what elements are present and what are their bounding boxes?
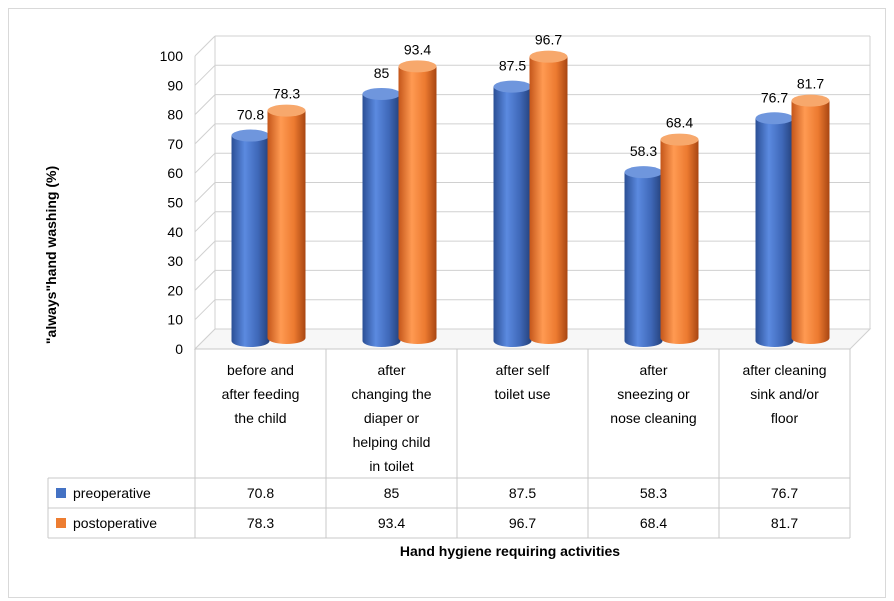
data-label: 93.4: [404, 41, 431, 57]
bar-body: [493, 86, 532, 347]
bar-preoperative: [362, 87, 401, 347]
gridline-side: [194, 64, 216, 86]
x-tick-label: after: [377, 362, 405, 378]
bar-body: [267, 110, 306, 345]
bar-top: [529, 50, 568, 63]
table-value: 58.3: [640, 485, 667, 501]
y-axis-title: "always"hand washing (%): [43, 166, 59, 344]
x-tick-label: after self: [496, 362, 550, 378]
bars: [231, 50, 830, 347]
bar-preoperative: [624, 166, 663, 347]
x-axis-title: Hand hygiene requiring activities: [400, 543, 620, 559]
x-tick-label: nose cleaning: [610, 410, 696, 426]
bar-body: [755, 118, 794, 347]
table-value: 93.4: [378, 515, 405, 531]
x-tick-label: after feeding: [222, 386, 300, 402]
bar-postoperative: [529, 50, 568, 344]
legend-swatch: [56, 488, 66, 498]
bar-postoperative: [267, 104, 306, 345]
table-value: 68.4: [640, 515, 667, 531]
gridline-side: [194, 152, 216, 174]
bar-body: [624, 172, 663, 347]
data-label: 81.7: [797, 76, 824, 92]
x-tick-label: sneezing or: [617, 386, 690, 402]
x-tick-label: after: [639, 362, 667, 378]
y-tick-label: 20: [167, 282, 183, 298]
x-tick-label: toilet use: [494, 386, 550, 402]
table-value: 96.7: [509, 515, 536, 531]
bar-preoperative: [493, 80, 532, 347]
bar-top: [398, 60, 437, 73]
y-tick-label: 0: [175, 341, 183, 357]
bar-top: [362, 87, 401, 100]
y-tick-label: 50: [167, 195, 183, 211]
gridline-side: [194, 94, 216, 115]
legend-label: postoperative: [73, 515, 157, 531]
x-tick-label: helping child: [353, 434, 431, 450]
data-label: 85: [374, 65, 390, 81]
y-tick-label: 80: [167, 107, 183, 123]
bar-top: [755, 112, 794, 125]
gridline-side: [194, 270, 216, 291]
y-tick-label: 100: [160, 48, 184, 64]
gridline-side: [194, 211, 216, 233]
y-tick-label: 30: [167, 253, 183, 269]
gridline-side: [194, 123, 216, 145]
y-tick-label: 10: [167, 312, 183, 328]
gridline-side: [194, 240, 216, 262]
bar-top: [660, 133, 699, 146]
bar-body: [791, 100, 830, 344]
y-axis-ticks: 0 10 20 30 40 50 60 70 80 90 100: [160, 48, 184, 357]
data-label: 78.3: [273, 86, 300, 102]
legend-label: preoperative: [73, 485, 151, 501]
bar-preoperative: [755, 112, 794, 347]
bar-top: [624, 166, 663, 179]
x-tick-label: changing the: [351, 386, 431, 402]
x-tick-label: diaper or: [364, 410, 420, 426]
table-value: 85: [384, 485, 400, 501]
data-label: 96.7: [535, 32, 562, 48]
data-table: before and after feeding the child after cha…: [47, 348, 851, 539]
bar-body: [398, 66, 437, 344]
y-tick-label: 90: [167, 77, 183, 93]
table-value: 87.5: [509, 485, 536, 501]
data-label: 58.3: [630, 143, 657, 159]
x-tick-label: sink and/or: [750, 386, 819, 402]
bar-body: [660, 139, 699, 344]
bar-body: [529, 56, 568, 344]
data-label: 68.4: [666, 115, 693, 131]
data-label: 70.8: [237, 107, 264, 123]
y-tick-label: 60: [167, 165, 183, 181]
gridline-side: [194, 299, 216, 321]
data-label: 76.7: [761, 89, 788, 105]
legend-swatch: [56, 518, 66, 528]
table-value: 70.8: [247, 485, 274, 501]
gridline-side: [194, 182, 216, 203]
chart-frame: [8, 8, 886, 598]
gridline-side: [194, 35, 216, 57]
table-value: 78.3: [247, 515, 274, 531]
bar-postoperative: [660, 133, 699, 344]
x-tick-label: after cleaning: [742, 362, 826, 378]
x-tick-label: floor: [771, 410, 799, 426]
table-value: 81.7: [771, 515, 798, 531]
bar-preoperative: [231, 129, 270, 347]
bar-top: [791, 94, 830, 107]
x-tick-label: in toilet: [369, 458, 413, 474]
bar-postoperative: [398, 60, 437, 344]
bar-body: [231, 135, 270, 347]
bar-top: [231, 129, 270, 142]
data-label: 87.5: [499, 58, 526, 74]
x-tick-label: the child: [234, 410, 286, 426]
bar-postoperative: [791, 94, 830, 344]
bar-top: [267, 104, 306, 117]
data-labels: 70.8 78.3 85 93.4 87.5 96.7 58.3 68.4 76.7 81.7: [237, 32, 824, 160]
table-value: 76.7: [771, 485, 798, 501]
bar-body: [362, 93, 401, 347]
y-tick-label: 70: [167, 136, 183, 152]
y-tick-label: 40: [167, 224, 183, 240]
x-tick-label: before and: [227, 362, 294, 378]
bar-top: [493, 80, 532, 93]
